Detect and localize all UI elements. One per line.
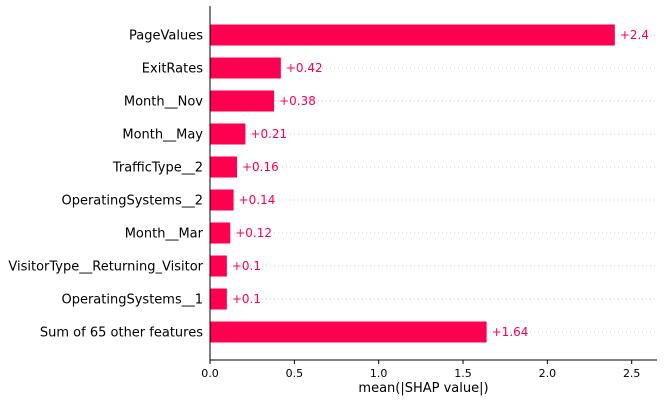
bar xyxy=(210,222,231,244)
category-label: Month__Nov xyxy=(124,95,203,110)
category-label: ExitRates xyxy=(142,62,203,77)
value-label: +0.38 xyxy=(279,94,316,108)
category-label: Month__Mar xyxy=(125,227,204,242)
value-label: +2.4 xyxy=(620,28,649,42)
x-axis-title: mean(|SHAP value|) xyxy=(358,381,488,396)
category-label: Month__May xyxy=(122,128,203,143)
category-labels: PageValues ExitRates Month__Nov Month__May T… xyxy=(8,29,203,341)
value-label: +0.14 xyxy=(239,193,276,207)
x-tick-label: 0.5 xyxy=(286,367,304,380)
value-labels: +2.4 +0.42 +0.38 +0.21 +0.16 +0.14 +0.12 +0.1 +0… xyxy=(232,28,649,339)
x-tick-label: 2.5 xyxy=(623,367,641,380)
value-label: +1.64 xyxy=(492,325,529,339)
row-gridlines xyxy=(210,34,657,333)
x-tick-label: 1.0 xyxy=(370,367,388,380)
value-label: +0.16 xyxy=(242,160,279,174)
bar xyxy=(210,57,281,79)
bar xyxy=(210,288,227,310)
bars xyxy=(210,24,615,343)
category-label: OperatingSystems__1 xyxy=(61,293,203,308)
x-tick-label: 0.0 xyxy=(201,367,219,380)
bar xyxy=(210,321,487,343)
value-label: +0.1 xyxy=(232,292,261,306)
bar xyxy=(210,189,234,211)
value-label: +0.42 xyxy=(286,61,323,75)
category-label: PageValues xyxy=(129,29,203,44)
x-ticks: 0.0 0.5 1.0 1.5 2.0 2.5 xyxy=(201,360,640,380)
value-label: +0.21 xyxy=(250,127,287,141)
x-tick-label: 2.0 xyxy=(539,367,557,380)
bar xyxy=(210,156,237,178)
category-label: Sum of 65 other features xyxy=(40,326,203,341)
x-tick-label: 1.5 xyxy=(454,367,472,380)
bar xyxy=(210,255,227,277)
category-label: VisitorType__Returning_Visitor xyxy=(8,260,203,275)
value-label: +0.12 xyxy=(235,226,272,240)
bar xyxy=(210,123,246,145)
category-label: OperatingSystems__2 xyxy=(61,194,203,209)
bar xyxy=(210,90,275,112)
bar xyxy=(210,24,615,46)
category-label: TrafficType__2 xyxy=(112,161,203,176)
value-label: +0.1 xyxy=(232,259,261,273)
